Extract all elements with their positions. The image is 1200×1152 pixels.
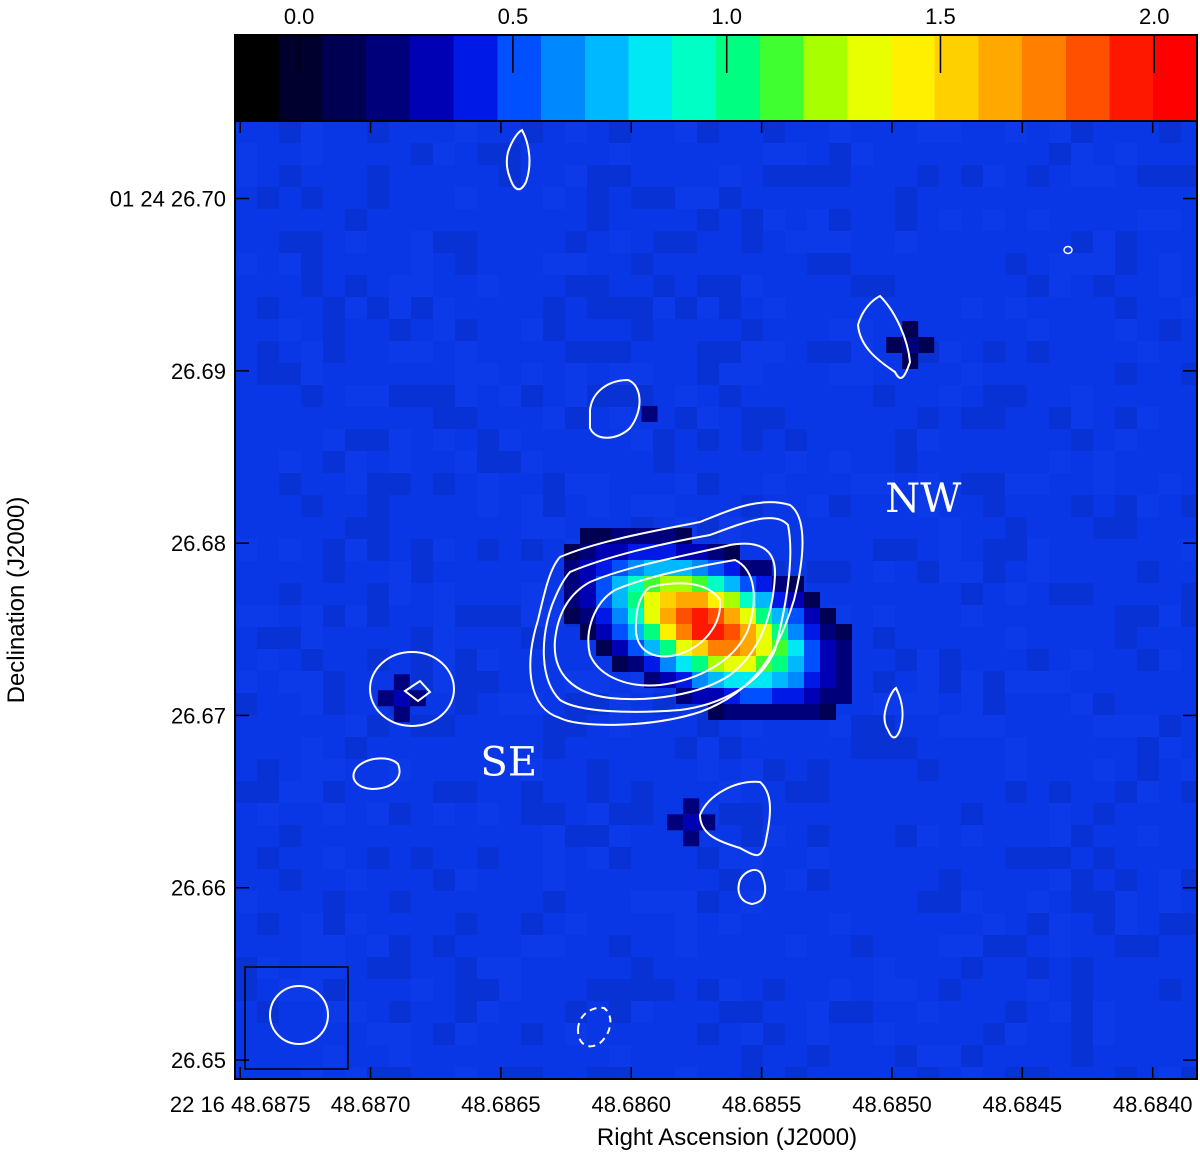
map-ticks — [235, 121, 1197, 1079]
colorbar-tick-label: 1.0 — [711, 4, 742, 29]
contour-se-inner — [403, 679, 432, 703]
x-axis-title: Right Ascension (J2000) — [597, 1124, 857, 1151]
contour-south-small — [737, 868, 767, 906]
y-tick-label: 26.66 — [171, 876, 226, 901]
beam-inset — [244, 966, 349, 1070]
contour-top-blob — [505, 128, 531, 191]
contour-main-level-1 — [529, 501, 804, 726]
contour-main-level-2 — [542, 517, 792, 713]
contour-se-small — [352, 757, 401, 791]
x-tick-label: 48.6865 — [461, 1092, 541, 1117]
x-tick-label: 48.6840 — [1113, 1092, 1193, 1117]
x-tick-label: 48.6860 — [592, 1092, 672, 1117]
x-tick-label: 48.6855 — [722, 1092, 802, 1117]
emission-layer — [377, 320, 935, 847]
contour-main-level-3 — [553, 542, 777, 701]
colorbar-tick-label: 0.0 — [284, 4, 315, 29]
y-tick-labels: 01 24 26.70 26.69 26.68 26.67 26.66 26.65 — [110, 187, 226, 1074]
contour-main-level-5 — [634, 582, 722, 658]
map-frame — [234, 120, 1198, 1080]
y-axis-title: Declination (J2000) — [3, 497, 30, 704]
x-tick-label: 22 16 48.6875 — [170, 1092, 311, 1117]
region-label-nw: NW — [885, 476, 961, 522]
y-tick-label: 26.67 — [171, 703, 226, 728]
contours — [352, 128, 1073, 1048]
contour-south-blob — [698, 780, 771, 857]
beam-box — [244, 966, 349, 1070]
contour-east-small — [883, 686, 904, 739]
colorbar-fill — [235, 35, 1197, 121]
x-tick-label: 48.6845 — [983, 1092, 1063, 1117]
y-tick-label: 26.65 — [171, 1048, 226, 1073]
colorbar-tick-label: 2.0 — [1139, 4, 1170, 29]
contour-se-source — [369, 651, 455, 727]
noise-texture — [235, 121, 1197, 1079]
y-tick-label: 26.68 — [171, 531, 226, 556]
map-panel: NW SE — [234, 120, 1198, 1080]
x-tick-label: 48.6850 — [852, 1092, 932, 1117]
y-tick-label: 26.69 — [171, 359, 226, 384]
beam-ellipse — [269, 985, 329, 1045]
contour-nw-blob — [856, 294, 912, 379]
x-tick-labels: 22 16 48.6875 48.6870 48.6865 48.6860 48.685… — [170, 1092, 1193, 1117]
contour-main-level-4 — [587, 558, 755, 687]
annotations: NW SE — [480, 476, 961, 786]
colorbar: 0.0 0.5 1.0 1.5 2.0 — [234, 4, 1198, 122]
contour-tiny-spot — [1063, 245, 1073, 255]
colorbar-tick-label: 1.5 — [925, 4, 956, 29]
x-tick-label: 48.6870 — [331, 1092, 411, 1117]
colorbar-tick-label: 0.5 — [498, 4, 529, 29]
y-tick-label: 01 24 26.70 — [110, 187, 226, 212]
colorbar-ticks: 0.0 0.5 1.0 1.5 2.0 — [284, 4, 1170, 73]
region-label-se: SE — [480, 740, 537, 786]
contour-north-blob — [589, 378, 641, 439]
